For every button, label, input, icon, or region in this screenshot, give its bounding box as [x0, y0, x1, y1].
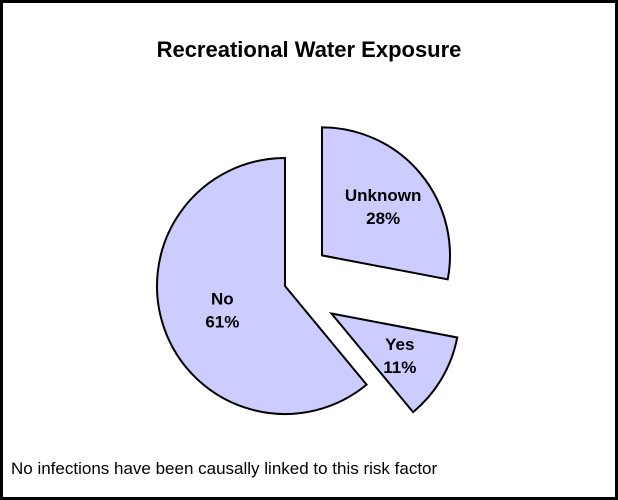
chart-title: Recreational Water Exposure	[156, 37, 462, 62]
slice-label-unknown: Unknown	[345, 186, 422, 205]
slice-label-no: No	[211, 290, 234, 309]
slice-value-label-unknown: 28%	[366, 209, 400, 228]
slice-value-label-yes: 11%	[383, 358, 416, 377]
pie-chart: Unknown 28% Yes 11% No 61%	[156, 126, 459, 415]
pie-slice-no	[156, 156, 368, 415]
chart-footnote: No infections have been causally linked …	[11, 459, 438, 478]
slice-label-yes: Yes	[385, 335, 414, 354]
pie-slice-unknown	[320, 126, 451, 281]
pie-slice-yes	[328, 311, 459, 414]
slice-value-label-no: 61%	[205, 313, 239, 332]
